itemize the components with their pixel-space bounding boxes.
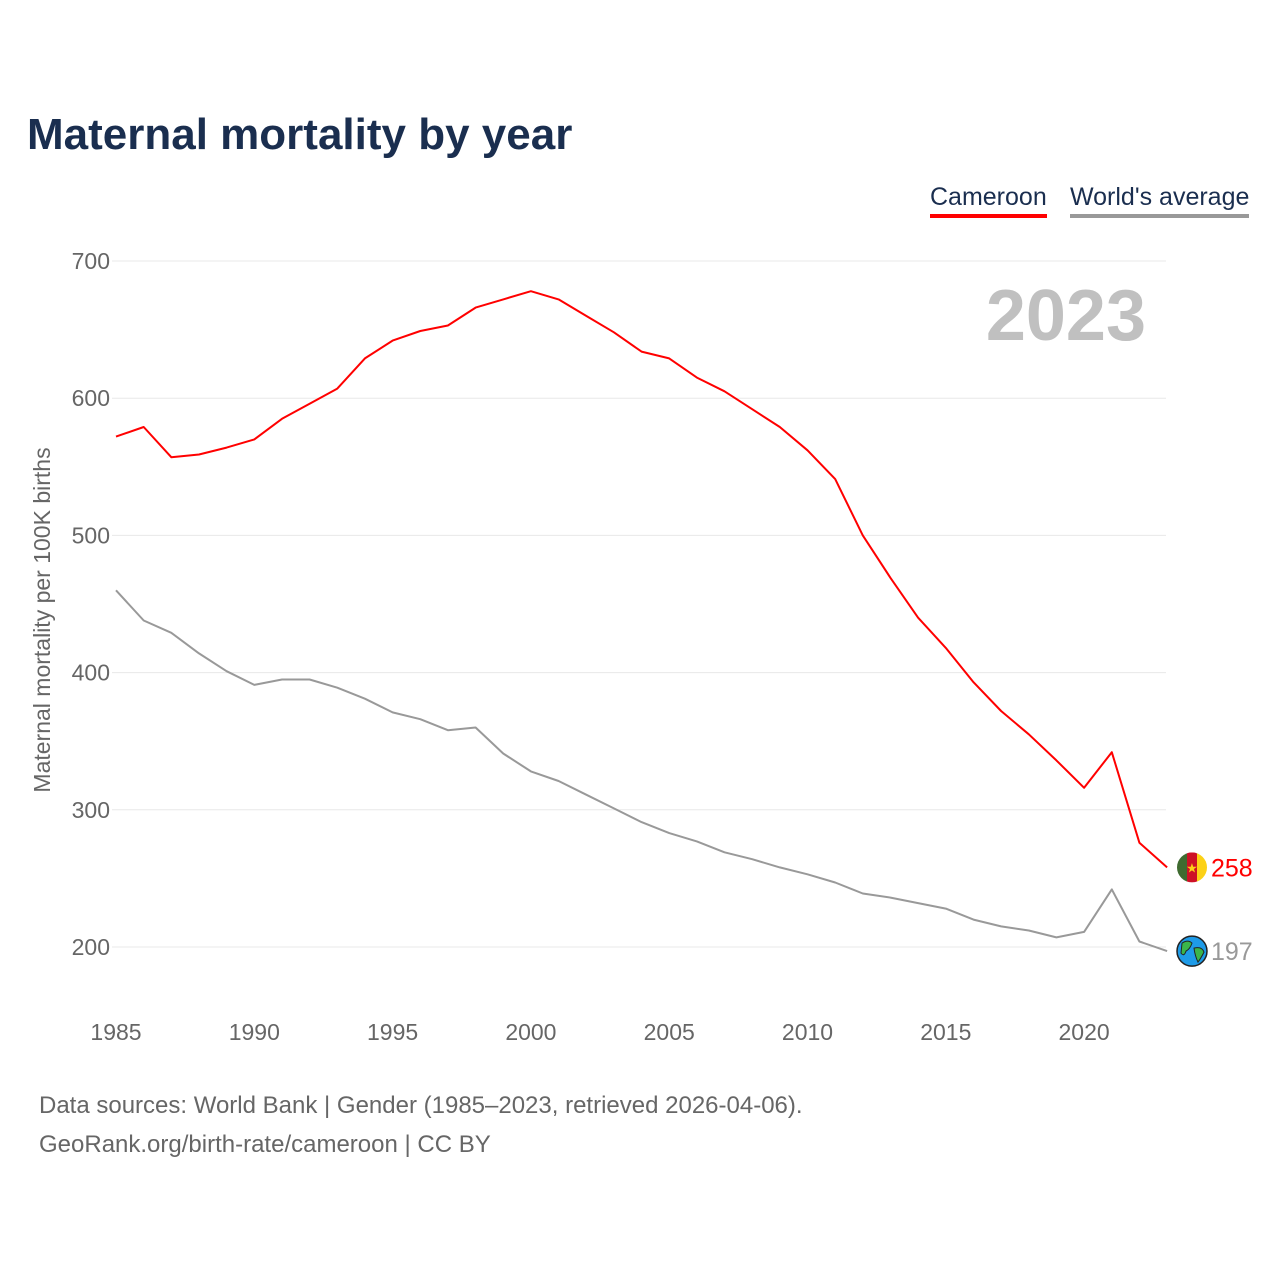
cameroon-end-label: 258 <box>1211 854 1253 882</box>
x-tick-label: 2000 <box>505 1019 556 1045</box>
y-tick-label: 200 <box>72 934 110 960</box>
world-average-line <box>115 589 1168 953</box>
legend-cameroon[interactable]: Cameroon <box>930 183 1047 218</box>
y-tick-label: 700 <box>72 248 110 274</box>
data-source-text: Data sources: World Bank | Gender (1985–… <box>39 1092 803 1119</box>
y-tick-label: 600 <box>72 385 110 411</box>
cameroon-line <box>115 290 1168 869</box>
x-tick-label: 2020 <box>1059 1019 1110 1045</box>
x-tick-label: 2005 <box>644 1019 695 1045</box>
cameroon-flag-icon: ★ <box>1177 852 1207 883</box>
world-end-label: 197 <box>1211 938 1253 966</box>
chart-title: Maternal mortality by year <box>27 110 573 159</box>
y-tick-label: 300 <box>72 797 110 823</box>
line-chart: 200 300 400 500 600 700 1985 1990 1995 2000 2005 20… <box>29 248 1253 1045</box>
x-tick-label: 2010 <box>782 1019 833 1045</box>
x-tick-label: 1990 <box>229 1019 280 1045</box>
y-tick-label: 400 <box>72 660 110 686</box>
y-axis-label: Maternal mortality per 100K births <box>29 447 55 792</box>
year-watermark: 2023 <box>986 276 1146 356</box>
x-tick-label: 1985 <box>90 1019 141 1045</box>
legend-world-average[interactable]: World's average <box>1070 183 1250 218</box>
svg-text:★: ★ <box>1186 860 1198 875</box>
x-tick-label: 2015 <box>920 1019 971 1045</box>
y-tick-label: 500 <box>72 522 110 548</box>
globe-icon <box>1176 935 1208 967</box>
attribution-text: GeoRank.org/birth-rate/cameroon | CC BY <box>39 1131 491 1158</box>
x-tick-label: 1995 <box>367 1019 418 1045</box>
footer: Data sources: World Bank | Gender (1985–… <box>39 1086 803 1164</box>
